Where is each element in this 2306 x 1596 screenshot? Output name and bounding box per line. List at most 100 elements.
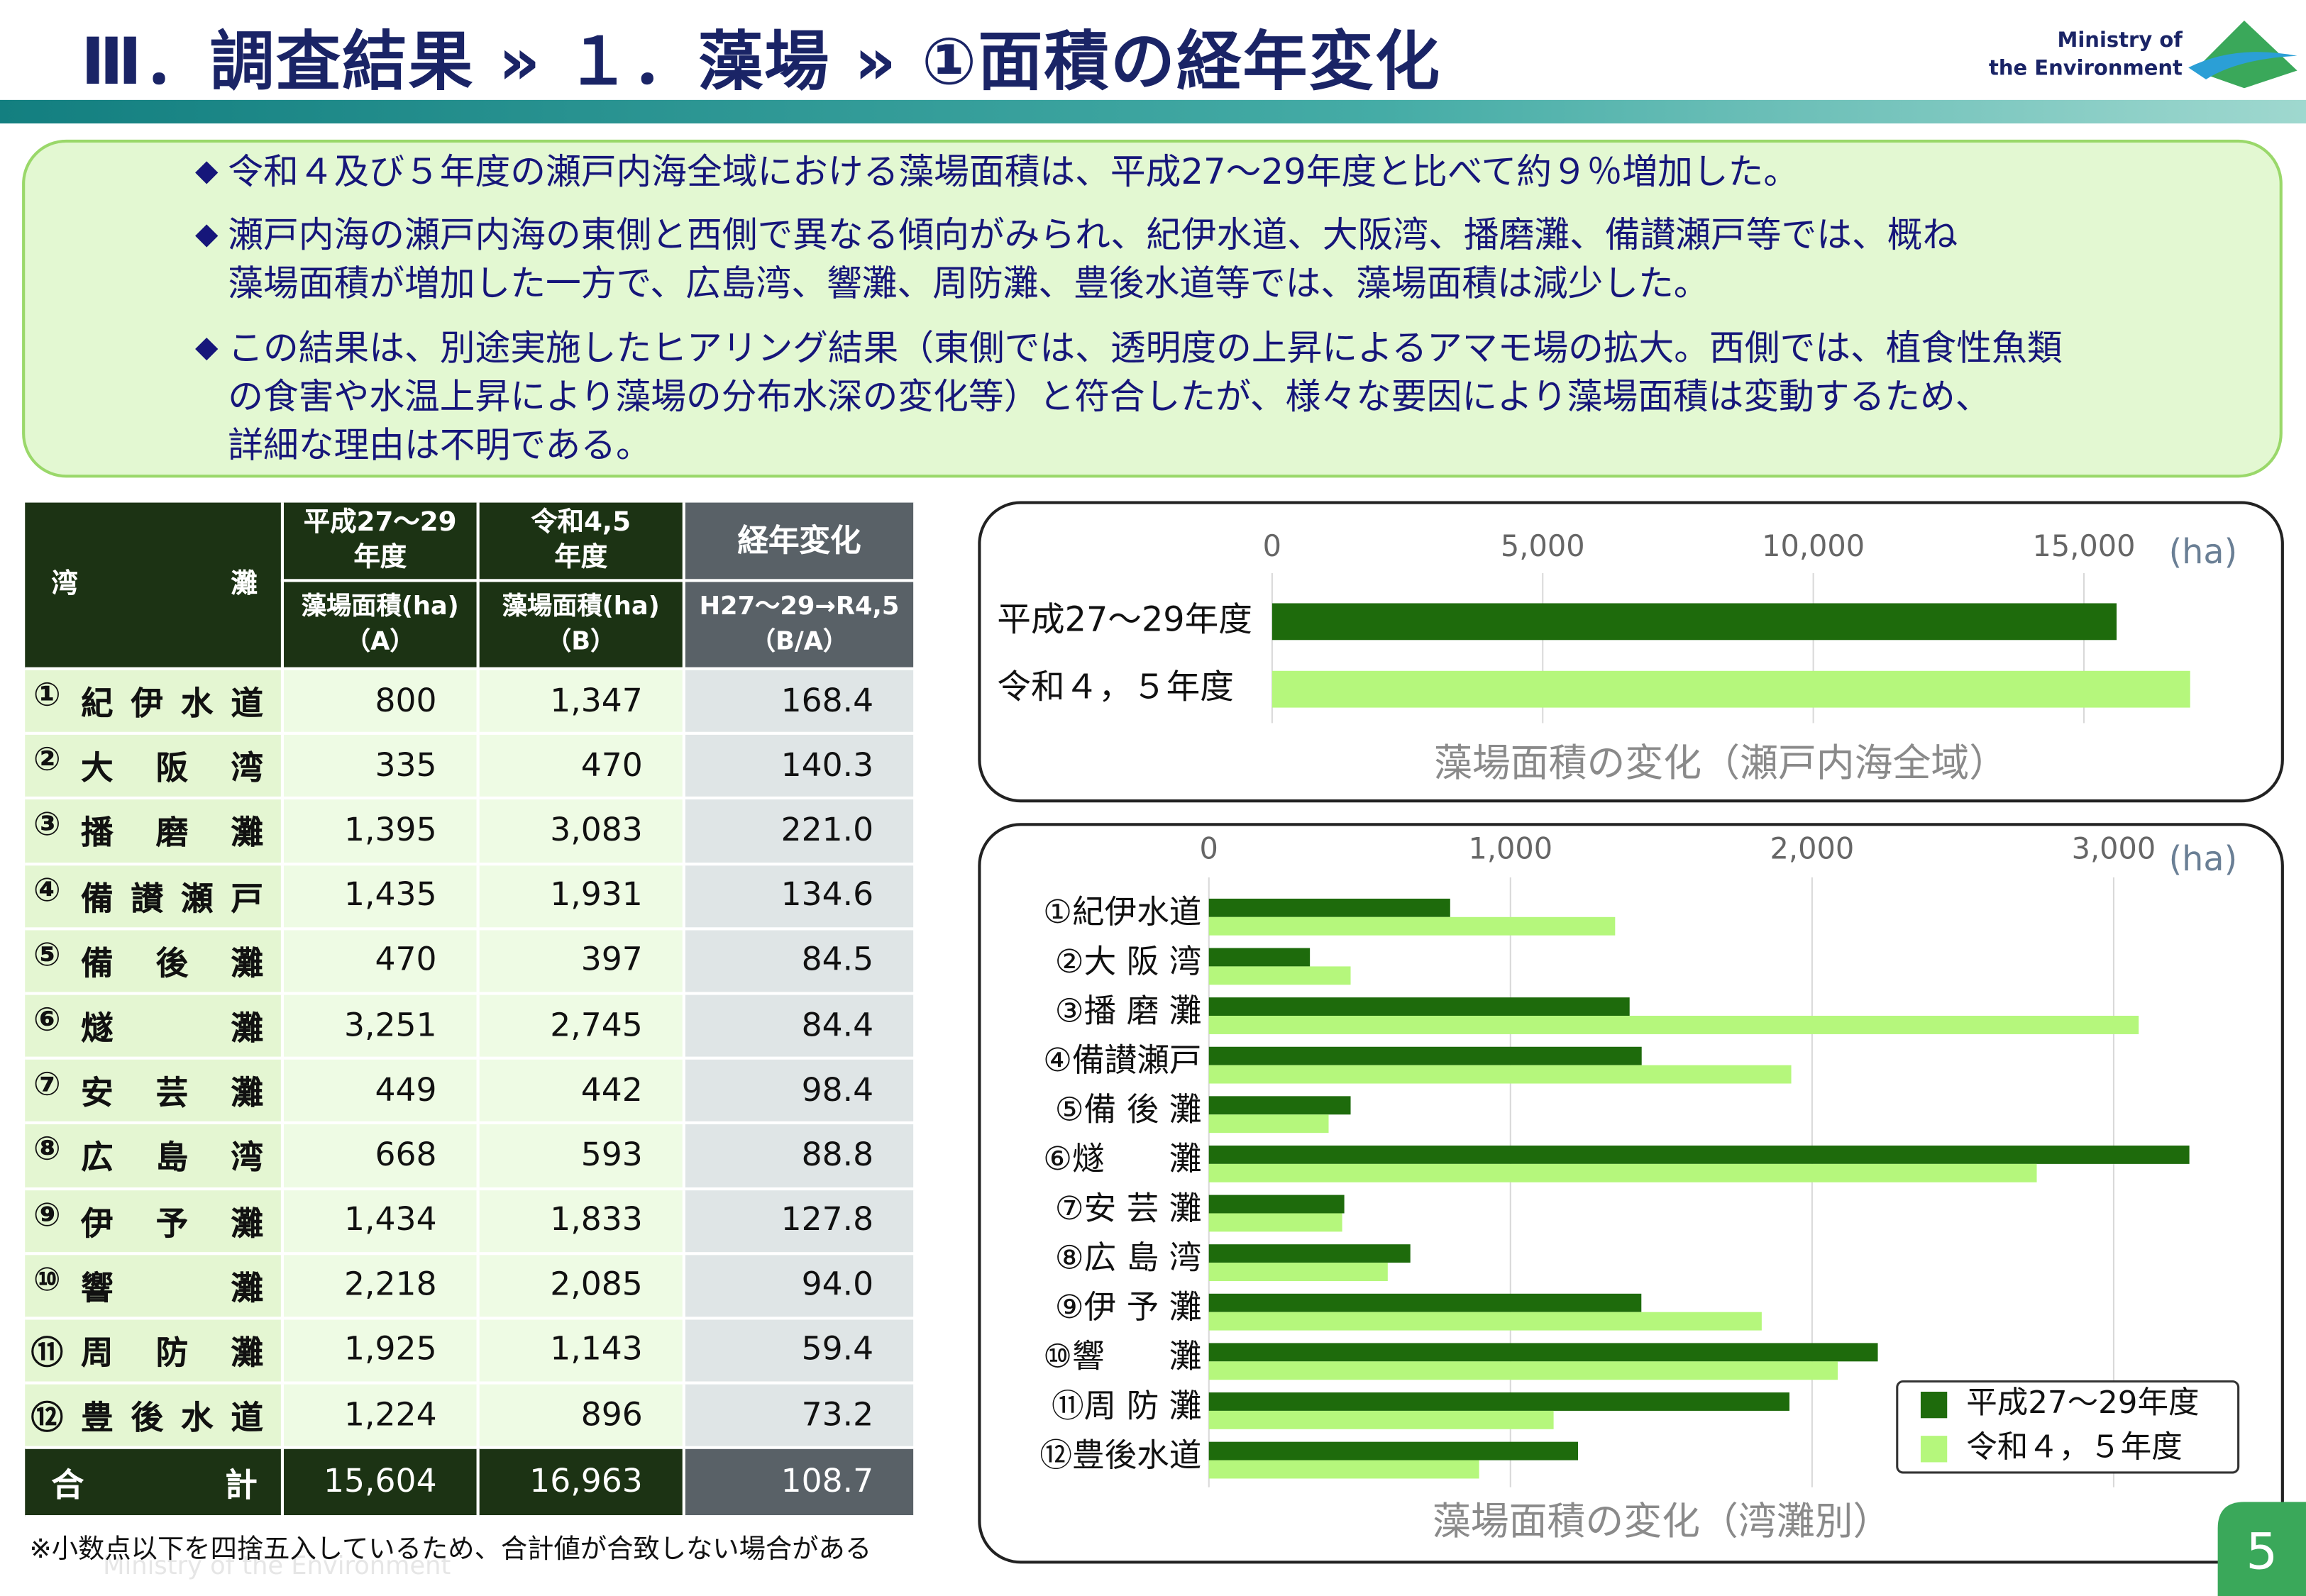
name-wrap: ⑧ 広 島 湾 [25,1132,281,1179]
row-number: ⑨ [33,1197,61,1234]
bar [1208,1195,1345,1214]
cell: 470 [478,733,685,800]
category-label: ⑫豊後水道 [1039,1436,1201,1474]
name-cell: ⑧ 広 島 湾 [25,1123,285,1190]
table-row: ⑧ 広 島 湾 668 593 88.8 [25,1123,917,1190]
page-number: 5 [2246,1522,2278,1580]
char: 島 [155,1141,189,1178]
cell: 442 [478,1058,685,1125]
table-row: ⑤ 備 後 灘 470 397 84.5 [25,928,917,995]
name-wrap: ⑨ 伊 予 灘 [25,1197,281,1244]
char: 磨 [155,816,189,853]
bar [1208,1312,1762,1331]
row-name: 備後灘 [81,937,263,984]
logo-wave [2188,52,2297,79]
watermark: Ministry of the Environment [103,1551,451,1582]
cell: 2,745 [478,993,685,1060]
row-name: 伊予灘 [81,1197,263,1244]
char: 戸 [231,881,263,919]
cell: 221.0 [683,798,917,865]
slide-title: Ⅲ．調査結果 » １．藻場 » ①面積の経年変化 [80,25,1442,100]
char: 灘 [231,568,258,600]
legend-label: 平成27～29年度 [1966,1385,2199,1421]
chart-title: 藻場面積の変化（瀬戸内海全域） [1434,741,2007,785]
bullet: 瀬戸内海の瀬戸内海の東側と西側で異なる傾向がみられ、紀伊水道、大阪湾、播磨灘、備… [195,211,1958,309]
bullet: 令和４及び５年度の瀬戸内海全域における藻場面積は、平成27～29年度と比べて約９… [195,148,1799,196]
row-name: 燧灘 [81,1002,263,1049]
bar [1208,1263,1388,1281]
bar [1208,898,1450,917]
char: 安 [80,1076,114,1113]
bullet-line: 瀬戸内海の瀬戸内海の東側と西側で異なる傾向がみられ、紀伊水道、大阪湾、播磨灘、備… [228,214,1958,256]
cell: 1,224 [282,1382,480,1450]
category-label: ⑪周 防 灘 [1052,1387,1201,1424]
char: 予 [155,1206,189,1243]
cell: 896 [478,1382,685,1450]
char: 紀 [80,686,114,724]
summary-box [22,139,2283,478]
char: 後 [155,946,189,983]
row-name: 響灘 [81,1262,263,1309]
cell: 668 [282,1123,480,1190]
cell: 15,604 [282,1448,480,1519]
header-cell: H27～29→R4,5 （B/A） [683,580,917,670]
bullet: この結果は、別途実施したヒアリング結果（東側では、透明度の上昇によるアマモ場の拡… [195,325,2063,470]
bullet-line: 藻場面積が増加した一方で、広島湾、響灘、周防灘、豊後水道等では、藻場面積は減少し… [228,262,1709,304]
category-label: 平成27～29年度 [997,600,1252,639]
table-row: ⑨ 伊 予 灘 1,434 1,833 127.8 [25,1188,917,1255]
row-number: ⑫ [31,1400,64,1438]
cell: 335 [282,733,480,800]
legend-swatch [1920,1391,1948,1419]
x-tick-label: 15,000 [2033,529,2136,563]
char: 播 [80,816,114,853]
char: 灘 [231,816,263,853]
cell: 127.8 [683,1188,917,1255]
char: 灘 [231,1270,264,1308]
category-label: ⑧広 島 湾 [1055,1238,1202,1276]
x-tick-label: 1,000 [1468,832,1552,866]
header-cell: 令和4,5 年度 [478,502,685,582]
cell: 1,347 [478,668,685,736]
logo-text: the Environment [1989,55,2183,79]
category-label: ②大 阪 湾 [1055,943,1202,980]
category-label: ④備讃瀬戸 [1043,1041,1201,1079]
cell: 449 [282,1058,480,1125]
cell: 94.0 [683,1253,917,1320]
table-row: ② 大 阪 湾 335 470 140.3 [25,733,917,800]
row-number: ⑩ [33,1262,61,1299]
category-label: 令和４，５年度 [997,668,1234,707]
cell: 1,434 [282,1188,480,1255]
cell: 3,251 [282,993,480,1060]
char: 芸 [155,1076,189,1113]
bar [1208,1460,1479,1479]
row-number: ⑧ [33,1132,61,1169]
char: 灘 [231,1011,264,1048]
char: 水 [180,1400,214,1438]
cell: 1,931 [478,863,685,930]
table-row: ⑪ 周 防 灘 1,925 1,143 59.4 [25,1318,917,1385]
row-number: ⑪ [31,1336,64,1373]
char: 湾 [51,568,78,600]
bar [1208,1145,2190,1164]
row-name: 広島湾 [81,1132,263,1179]
char: 防 [155,1336,189,1373]
table-row: ⑫ 豊後水道 1,224 896 73.2 [25,1382,917,1450]
cell: 1,925 [282,1318,480,1385]
header-cell: 湾灘 [25,502,285,670]
row-number: ④ [33,872,61,909]
bar [1208,916,1616,936]
bar [1208,1441,1579,1461]
bar [1208,997,1630,1016]
char: 灘 [231,1336,263,1373]
char: 伊 [131,686,164,724]
char: 備 [80,881,114,919]
char: 道 [231,686,263,724]
header-row: 湾灘平成27～29 年度 令和4,5 年度 経年変化 [25,502,917,670]
char: 備 [80,946,114,983]
